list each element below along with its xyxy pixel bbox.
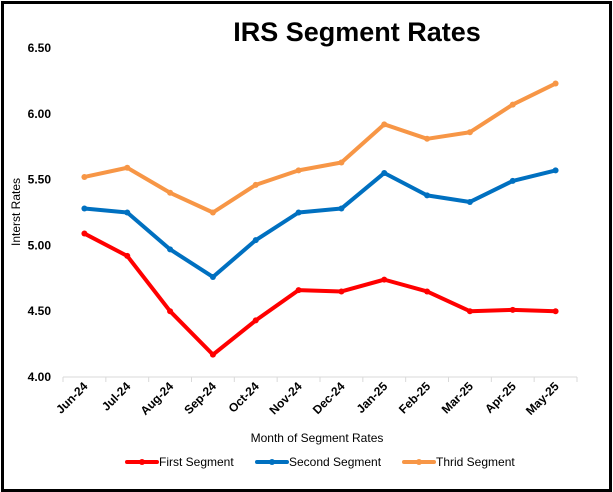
y-axis-ticks: 4.00 4.50 5.00 5.50 6.00 6.50 [28,41,52,384]
data-point [209,351,216,358]
data-point [509,101,516,108]
data-point [552,308,559,315]
data-point [124,164,131,171]
data-point [124,209,131,216]
x-axis-label: Month of Segment Rates [251,431,384,445]
series-first-segment [81,230,559,358]
legend-marker [269,459,275,465]
data-point [424,192,431,199]
data-point [167,308,174,315]
series-second-segment [81,167,559,280]
data-point [466,198,473,205]
data-point [81,205,88,212]
x-tick-label: Mar-25 [439,379,476,416]
data-point [466,308,473,315]
data-point [252,317,259,324]
data-point [509,177,516,184]
data-point [124,252,131,259]
legend-marker [139,459,145,465]
data-point [338,159,345,166]
data-point [466,129,473,136]
series-line [82,168,558,279]
x-tick-label: Feb-25 [396,379,433,416]
data-point [295,209,302,216]
y-tick-label: 6.00 [28,107,52,121]
data-point [509,306,516,313]
x-tick-label: Apr-25 [482,379,519,416]
x-tick-label: Jul-24 [99,379,134,414]
legend-marker [416,459,422,465]
x-tick-label: Oct-24 [226,379,263,416]
data-point [295,167,302,174]
data-point [424,135,431,142]
series-layer [81,80,559,358]
data-point [252,237,259,244]
x-tick-label: May-25 [523,379,562,418]
legend-label: Thrid Segment [436,455,515,469]
data-point [81,173,88,180]
x-tick-label: Aug-24 [138,379,177,418]
data-point [552,167,559,174]
legend-label: Second Segment [289,455,382,469]
data-point [295,287,302,294]
x-tick-label: Jan-25 [354,379,391,416]
x-tick-label: Sep-24 [181,379,219,417]
x-tick-label: Nov-24 [267,379,305,417]
chart-title: IRS Segment Rates [233,17,481,47]
data-point [338,288,345,295]
series-line [82,231,558,357]
data-point [167,246,174,253]
x-axis-ticks: Jun-24 Jul-24 Aug-24 Sep-24 Oct-24 Nov-24 Dec-… [53,377,578,418]
y-axis-label: Interst Rates [9,178,23,246]
y-tick-label: 4.00 [28,370,52,384]
y-tick-label: 4.50 [28,304,52,318]
legend-label: First Segment [159,455,234,469]
y-tick-label: 5.50 [28,173,52,187]
data-point [209,273,216,280]
x-tick-label: Dec-24 [310,379,348,417]
data-point [252,181,259,188]
x-tick-label: Jun-24 [53,379,90,416]
data-point [552,80,559,87]
data-point [81,230,88,237]
data-point [209,209,216,216]
data-point [381,121,388,128]
data-point [381,170,388,177]
series-line [82,81,558,215]
y-tick-label: 6.50 [28,41,52,55]
data-point [381,276,388,283]
series-thrid-segment [81,80,559,216]
data-point [424,288,431,295]
data-point [167,189,174,196]
legend: First Segment Second Segment Thrid Segment [125,455,515,469]
data-point [338,205,345,212]
y-tick-label: 5.00 [28,238,52,252]
